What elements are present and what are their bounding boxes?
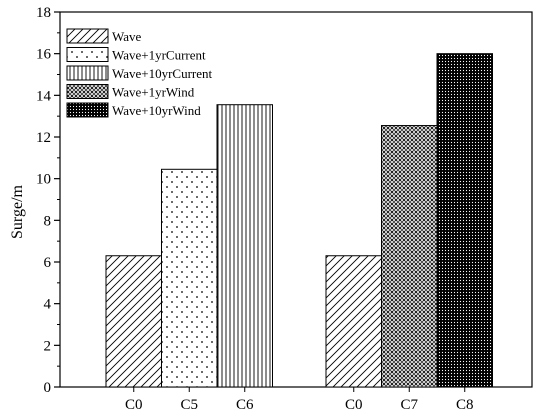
x-tick-label: C0 xyxy=(345,397,363,413)
y-tick-label: 0 xyxy=(44,380,52,396)
y-axis-label: Surge/m xyxy=(9,184,26,238)
legend-label: Wave+10yrCurrent xyxy=(112,66,213,81)
legend-label: Wave+1yrWind xyxy=(112,85,195,100)
legend: Wave Wave+1yrCurrent Wave+10yrCurrent Wave+… xyxy=(66,28,213,118)
x-tick-label: C0 xyxy=(125,397,143,413)
bar xyxy=(161,168,218,388)
legend-swatch xyxy=(66,102,109,118)
x-axis: C0 C5 C6 C0 C7 C8 xyxy=(125,387,474,413)
y-axis: 0 2 4 6 8 10 12 14 16 18 xyxy=(36,5,60,396)
y-tick-label: 8 xyxy=(44,213,52,229)
legend-label: Wave xyxy=(112,29,141,44)
x-tick-label: C6 xyxy=(236,397,254,413)
legend-swatch xyxy=(66,84,109,99)
bar xyxy=(325,255,382,388)
legend-swatch xyxy=(66,28,109,44)
bars xyxy=(105,53,493,388)
x-tick-label: C5 xyxy=(180,397,198,413)
y-tick-label: 14 xyxy=(36,88,52,104)
legend-swatch xyxy=(66,65,109,81)
bar xyxy=(381,125,438,388)
y-tick-label: 10 xyxy=(36,172,51,188)
x-tick-label: C7 xyxy=(400,397,418,413)
y-tick-label: 4 xyxy=(44,297,52,313)
y-tick-label: 16 xyxy=(36,47,52,63)
legend-swatch xyxy=(66,47,109,62)
y-tick-label: 6 xyxy=(44,255,52,271)
legend-label: Wave+10yrWind xyxy=(112,103,201,118)
y-tick-label: 2 xyxy=(44,338,52,354)
bar xyxy=(105,255,162,388)
legend-label: Wave+1yrCurrent xyxy=(112,48,206,63)
y-tick-label: 18 xyxy=(36,5,51,21)
bar xyxy=(436,53,493,388)
bar xyxy=(216,104,273,388)
x-tick-label: C8 xyxy=(456,397,474,413)
y-tick-label: 12 xyxy=(36,130,51,146)
